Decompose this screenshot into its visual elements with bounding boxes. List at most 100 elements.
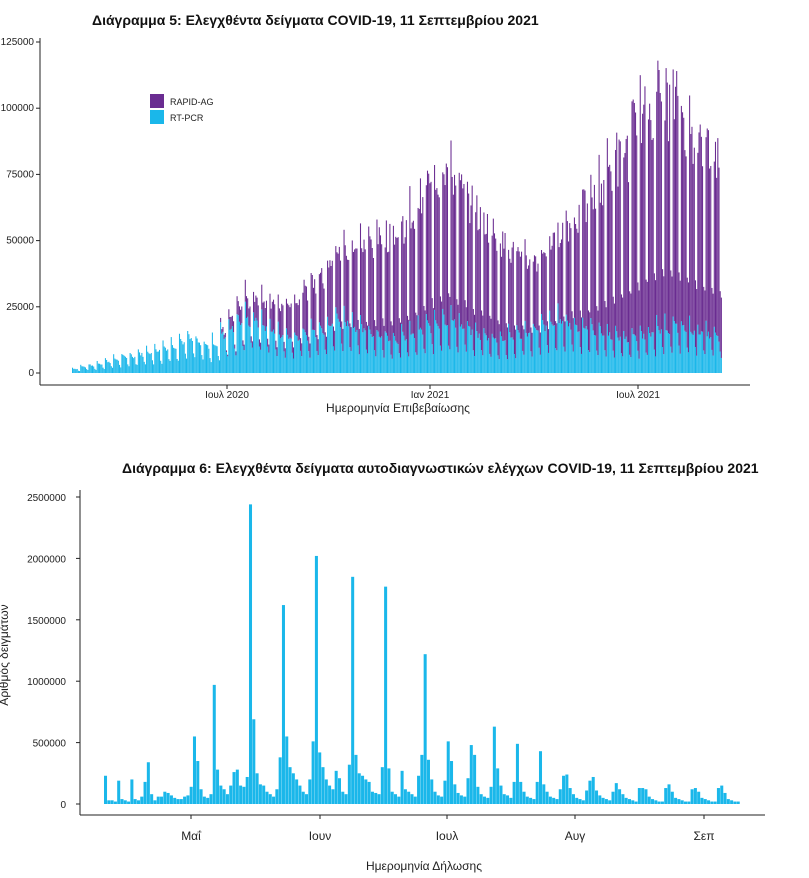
bar-rt-pcr — [696, 355, 698, 373]
bar-rapid-ag — [704, 290, 706, 354]
bar-self-test — [670, 791, 674, 804]
bar-rt-pcr — [236, 314, 238, 373]
bar-rapid-ag — [375, 326, 377, 357]
bar-self-test — [466, 778, 470, 804]
bar-self-test — [166, 792, 170, 804]
bar-rapid-ag — [322, 283, 324, 334]
bar-rapid-ag — [605, 307, 607, 357]
bar-rapid-ag — [457, 304, 459, 353]
bar-rapid-ag — [600, 183, 602, 334]
bar-self-test — [374, 792, 378, 804]
bar-rt-pcr — [352, 328, 354, 373]
bar-rt-pcr — [478, 333, 480, 373]
bar-rapid-ag — [469, 223, 471, 327]
bar-self-test — [693, 788, 697, 804]
bar-rt-pcr — [498, 359, 500, 373]
bar-self-test — [690, 789, 694, 804]
bar-rt-pcr — [385, 332, 387, 373]
bar-self-test — [697, 791, 701, 804]
bar-rt-pcr — [336, 313, 338, 373]
bar-rapid-ag — [297, 305, 299, 341]
bar-rapid-ag — [446, 167, 449, 326]
bar-rapid-ag — [445, 163, 447, 326]
bar-rapid-ag — [639, 75, 641, 326]
bar-rt-pcr — [377, 331, 379, 373]
bar-rt-pcr — [408, 356, 410, 373]
bar-rt-pcr — [665, 330, 667, 373]
bar-rt-pcr — [622, 356, 624, 373]
bar-rt-pcr — [213, 344, 215, 373]
bar-rt-pcr — [233, 332, 235, 373]
bar-rapid-ag — [682, 112, 684, 326]
bar-rt-pcr — [157, 351, 159, 373]
bar-rt-pcr — [662, 347, 664, 373]
bar-rt-pcr — [651, 332, 653, 373]
bar-self-test — [252, 719, 256, 804]
x-tick-label: Ιουν — [309, 829, 332, 843]
bar-rt-pcr — [261, 309, 263, 373]
bar-self-test — [268, 794, 272, 804]
y-tick-label: 2500000 — [27, 493, 66, 504]
bar-self-test — [459, 795, 463, 804]
bar-rt-pcr — [187, 330, 189, 373]
bar-rapid-ag — [653, 273, 655, 350]
bar-rt-pcr — [510, 337, 512, 373]
bar-rt-pcr — [90, 365, 92, 373]
bar-self-test — [110, 800, 114, 804]
legend-label-rt-pcr: RT-PCR — [170, 113, 204, 123]
bar-rt-pcr — [629, 354, 631, 373]
bar-rapid-ag — [503, 248, 505, 341]
bar-rapid-ag — [370, 239, 372, 334]
bar-self-test — [502, 794, 506, 804]
bar-rapid-ag — [302, 292, 304, 329]
bar-rt-pcr — [401, 323, 403, 373]
bar-rapid-ag — [321, 268, 323, 329]
bar-rapid-ag — [696, 289, 698, 356]
bar-rt-pcr — [463, 328, 465, 373]
bar-rapid-ag — [317, 339, 319, 356]
bar-rapid-ag — [329, 260, 331, 327]
bar-rapid-ag — [377, 244, 379, 332]
bar-self-test — [314, 555, 318, 804]
bar-rapid-ag — [612, 296, 614, 351]
bar-rt-pcr — [349, 347, 351, 373]
bar-rt-pcr — [719, 351, 721, 373]
bar-self-test — [278, 757, 282, 804]
bar-rapid-ag — [538, 325, 540, 348]
bar-rt-pcr — [166, 350, 168, 373]
bar-rt-pcr — [679, 353, 681, 373]
bar-rapid-ag — [240, 309, 242, 325]
bar-self-test — [624, 797, 628, 804]
bar-rapid-ag — [462, 188, 464, 329]
bar-rt-pcr — [378, 336, 380, 373]
bar-rt-pcr — [257, 327, 259, 373]
bar-rapid-ag — [627, 182, 630, 343]
bar-rapid-ag — [365, 321, 367, 350]
bar-rt-pcr — [156, 351, 158, 373]
legend-swatch-rt-pcr — [150, 110, 164, 124]
bar-self-test — [535, 781, 539, 804]
bar-self-test — [654, 800, 658, 804]
bar-rapid-ag — [439, 296, 441, 346]
bar-rapid-ag — [720, 297, 722, 358]
bar-rapid-ag — [672, 69, 674, 317]
bar-rapid-ag — [289, 307, 291, 338]
bar-rapid-ag — [632, 99, 634, 335]
bar-rapid-ag — [458, 172, 460, 314]
bar-rt-pcr — [462, 328, 464, 373]
bar-rapid-ag — [529, 259, 531, 333]
bar-rt-pcr — [491, 333, 493, 373]
bar-self-test — [255, 773, 259, 804]
bar-rt-pcr — [99, 363, 101, 373]
bar-rapid-ag — [296, 303, 298, 337]
bar-rt-pcr — [382, 350, 384, 373]
bar-rt-pcr — [525, 332, 527, 373]
bar-rt-pcr — [556, 350, 558, 373]
bar-rt-pcr — [297, 340, 299, 373]
y-tick-label: 75000 — [6, 169, 34, 180]
bar-rt-pcr — [623, 330, 625, 373]
bar-rt-pcr — [206, 344, 208, 373]
bar-rapid-ag — [449, 296, 451, 350]
bar-self-test — [529, 797, 533, 804]
bar-rt-pcr — [698, 334, 700, 373]
